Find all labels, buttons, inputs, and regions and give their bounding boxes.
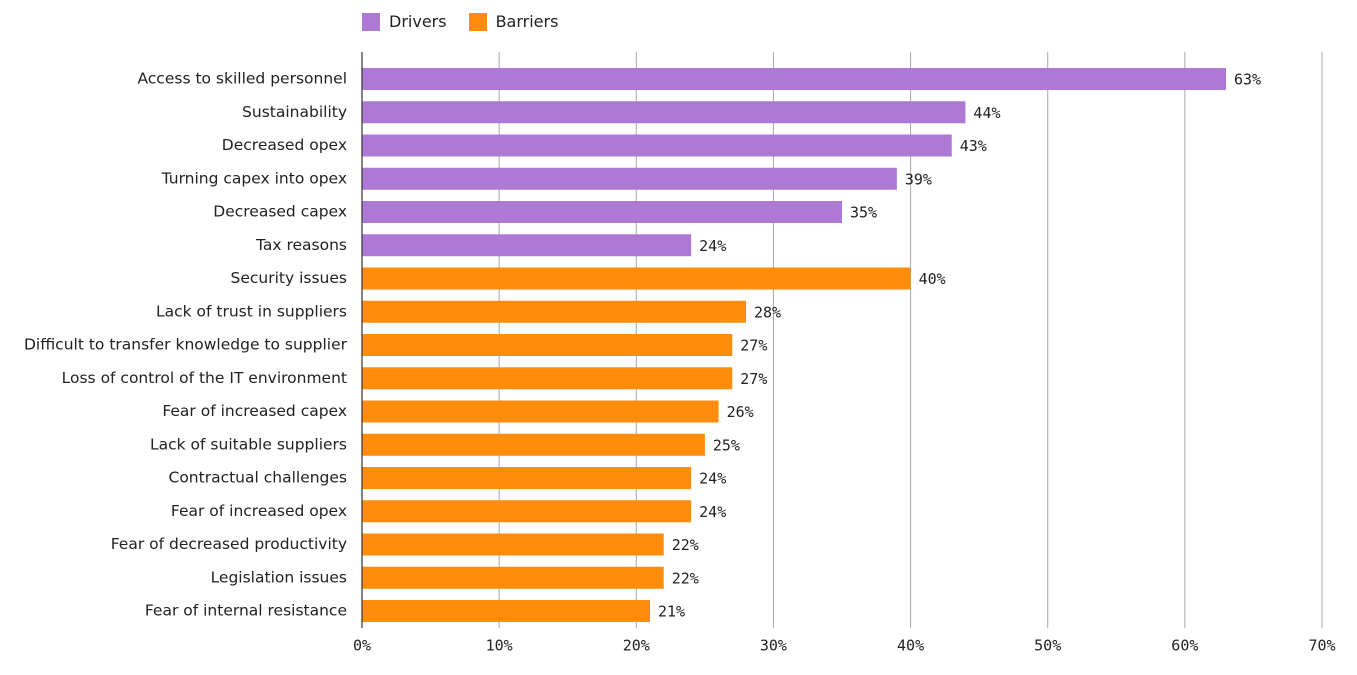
value-label-4: 39% — [905, 170, 932, 188]
bar-15 — [362, 533, 664, 556]
category-label-10: Loss of control of the IT environment — [62, 369, 347, 387]
value-label-11: 26% — [727, 403, 754, 421]
x-tick-label-60: 60% — [1171, 637, 1198, 655]
bar-13 — [362, 467, 692, 489]
category-label-11: Fear of increased capex — [162, 402, 347, 420]
value-label-17: 21% — [658, 603, 685, 621]
x-tick-label-20: 20% — [623, 637, 650, 655]
x-tick-label-0: 0% — [353, 637, 371, 655]
x-tick-label-50: 50% — [1034, 637, 1061, 655]
value-label-14: 24% — [699, 503, 726, 521]
value-label-15: 22% — [672, 536, 699, 554]
category-label-16: Legislation issues — [211, 568, 347, 586]
legend-item-drivers: Drivers — [362, 12, 447, 31]
category-label-8: Lack of trust in suppliers — [156, 302, 347, 320]
chart-legend: Drivers Barriers — [362, 12, 558, 31]
value-label-8: 28% — [754, 303, 781, 321]
category-label-7: Security issues — [231, 269, 347, 287]
legend-label-drivers: Drivers — [389, 12, 447, 31]
bar-8 — [362, 300, 746, 323]
category-label-2: Sustainability — [242, 103, 347, 121]
bar-16 — [362, 566, 664, 589]
bar-9 — [362, 334, 733, 356]
category-label-4: Turning capex into opex — [161, 169, 347, 187]
bar-2 — [362, 101, 966, 124]
value-label-1: 63% — [1234, 71, 1261, 89]
bar-5 — [362, 201, 842, 223]
bar-4 — [362, 167, 897, 190]
legend-item-barriers: Barriers — [468, 12, 559, 31]
legend-swatch-barriers — [468, 12, 487, 31]
value-label-13: 24% — [699, 470, 726, 488]
bar-6 — [362, 234, 692, 257]
x-tick-label-10: 10% — [486, 637, 513, 655]
category-label-17: Fear of internal resistance — [145, 602, 347, 620]
category-label-13: Contractual challenges — [169, 469, 348, 487]
legend-swatch-drivers — [362, 12, 380, 31]
value-label-3: 43% — [960, 137, 987, 155]
category-label-12: Lack of suitable suppliers — [150, 435, 347, 453]
value-label-16: 22% — [672, 569, 699, 587]
bar-3 — [362, 134, 952, 157]
bar-17 — [362, 600, 650, 622]
bar-10 — [362, 367, 733, 390]
bar-1 — [362, 68, 1226, 90]
value-label-5: 35% — [850, 204, 877, 222]
bar-14 — [362, 500, 692, 523]
value-label-7: 40% — [919, 270, 946, 288]
value-label-9: 27% — [740, 337, 767, 355]
value-label-12: 25% — [713, 436, 740, 454]
category-label-6: Tax reasons — [255, 236, 347, 254]
legend-label-barriers: Barriers — [495, 12, 559, 31]
category-label-14: Fear of increased opex — [171, 502, 347, 520]
category-label-9: Difficult to transfer knowledge to suppl… — [24, 336, 348, 354]
bar-7 — [362, 267, 911, 290]
value-label-2: 44% — [973, 104, 1000, 122]
x-tick-label-40: 40% — [897, 637, 924, 655]
bar-11 — [362, 400, 719, 423]
category-label-5: Decreased capex — [213, 203, 347, 221]
category-label-3: Decreased opex — [222, 136, 347, 154]
value-label-10: 27% — [740, 370, 767, 388]
bar-12 — [362, 433, 705, 456]
category-label-1: Access to skilled personnel — [137, 70, 347, 88]
x-tick-label-70: 70% — [1308, 637, 1335, 655]
category-label-15: Fear of decreased productivity — [111, 535, 347, 553]
x-tick-label-30: 30% — [760, 637, 787, 655]
value-label-6: 24% — [699, 237, 726, 255]
